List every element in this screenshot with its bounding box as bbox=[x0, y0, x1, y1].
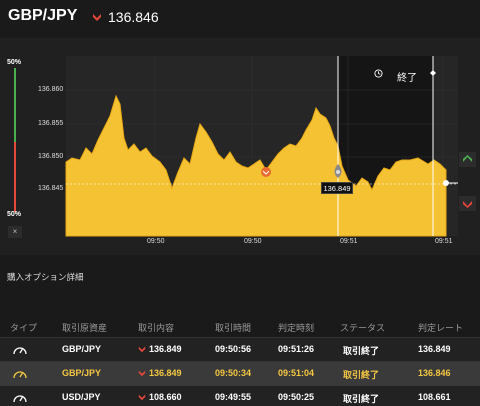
col-rate: 判定レート bbox=[418, 323, 464, 333]
asset-cell: GBP/JPY bbox=[62, 344, 102, 354]
y-tick: 136.860 bbox=[38, 86, 64, 93]
y-tick: 136.855 bbox=[38, 120, 64, 127]
gauge-icon bbox=[13, 395, 27, 403]
trade-time-cell: 09:50:34 bbox=[215, 368, 252, 378]
y-tick: 136.850 bbox=[38, 153, 64, 160]
x-tick: 09:51 bbox=[435, 238, 453, 245]
current-price: 136.846 bbox=[108, 9, 159, 25]
low-button[interactable] bbox=[459, 196, 476, 211]
x-tick: 09:50 bbox=[147, 238, 165, 245]
asset-cell: USD/JPY bbox=[62, 392, 101, 402]
content-cell: 136.849 bbox=[149, 344, 182, 354]
status-cell: 取引終了 bbox=[343, 346, 380, 356]
trade-time-cell: 09:49:55 bbox=[215, 392, 252, 402]
end-diamond bbox=[430, 70, 436, 76]
down-arrow-icon bbox=[93, 14, 101, 21]
table-row[interactable]: GBP/JPY 136.849 09:50:34 09:51:04 取引終了 1… bbox=[0, 362, 480, 386]
gauge-icon bbox=[13, 347, 27, 355]
col-content: 取引内容 bbox=[138, 323, 175, 333]
judge-time-cell: 09:50:25 bbox=[278, 392, 315, 402]
pair-title: GBP/JPY bbox=[8, 7, 78, 24]
content-cell: 108.660 bbox=[149, 392, 182, 402]
status-cell: 取引終了 bbox=[343, 394, 380, 404]
section-header: 購入オプション詳細 bbox=[0, 255, 480, 293]
rate-cell: 136.849 bbox=[418, 344, 451, 354]
judge-time-cell: 09:51:26 bbox=[278, 344, 315, 354]
rate-cell: 108.661 bbox=[418, 392, 451, 402]
end-label: 終了 bbox=[397, 73, 417, 84]
col-type: タイプ bbox=[10, 323, 38, 333]
down-arrow-icon bbox=[138, 346, 146, 353]
col-trade-time: 取引時間 bbox=[215, 323, 252, 333]
y-tick: 136.845 bbox=[38, 185, 64, 192]
x-tick: 09:51 bbox=[340, 238, 358, 245]
chart-canvas bbox=[14, 56, 458, 237]
x-tick: 09:50 bbox=[244, 238, 262, 245]
table-header: タイプ 取引原資産 取引内容 取引時間 判定時刻 ステータス 判定レート bbox=[0, 310, 480, 338]
ratio-scale: 50% 50% × bbox=[0, 38, 30, 255]
gauge-icon bbox=[13, 371, 27, 379]
asset-cell: GBP/JPY bbox=[62, 368, 102, 378]
close-button[interactable]: × bbox=[8, 226, 22, 238]
judge-time-cell: 09:51:04 bbox=[278, 368, 315, 378]
up-arrow-icon bbox=[463, 155, 472, 162]
trade-time-cell: 09:50:56 bbox=[215, 344, 252, 354]
down-arrow-icon bbox=[138, 370, 146, 377]
status-cell: 取引終了 bbox=[343, 370, 380, 380]
call-percentage: 50% bbox=[7, 59, 22, 66]
header-bar: GBP/JPY 136.846 bbox=[0, 0, 480, 38]
col-status: ステータス bbox=[340, 323, 386, 333]
section-title: 購入オプション詳細 bbox=[7, 272, 84, 282]
down-arrow-icon bbox=[463, 201, 472, 208]
high-button[interactable] bbox=[459, 152, 476, 167]
price-chart[interactable]: 50% 50% × 136.860 136.855 136.850 136.84… bbox=[0, 38, 480, 255]
down-arrow-icon bbox=[138, 394, 146, 401]
entry-marker-1 bbox=[261, 167, 271, 177]
table-row[interactable]: USD/JPY 108.660 09:49:55 09:50:25 取引終了 1… bbox=[0, 386, 480, 406]
col-asset: 取引原資産 bbox=[62, 323, 108, 333]
col-judge-time: 判定時刻 bbox=[278, 323, 315, 333]
rate-cell: 136.846 bbox=[418, 368, 451, 378]
price-tag: 136.849 bbox=[321, 182, 353, 194]
table-row[interactable]: GBP/JPY 136.849 09:50:56 09:51:26 取引終了 1… bbox=[0, 338, 480, 362]
content-cell: 136.849 bbox=[149, 368, 182, 378]
clock-icon bbox=[374, 69, 383, 78]
entry-marker-2 bbox=[334, 164, 342, 178]
put-percentage: 50% bbox=[7, 211, 22, 218]
